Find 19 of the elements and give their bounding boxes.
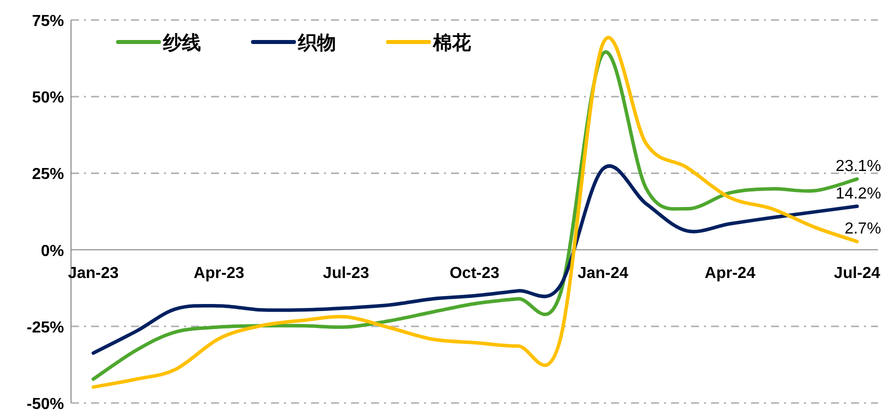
y-tick-label: 25% xyxy=(32,166,64,184)
x-tick-label: Apr-23 xyxy=(194,264,244,282)
y-tick-label: 75% xyxy=(32,13,64,30)
legend-label: 棉花 xyxy=(432,32,472,54)
legend-label: 织物 xyxy=(297,33,336,54)
data-label: 14.2% xyxy=(836,185,882,202)
y-tick-label: 0% xyxy=(40,242,64,260)
data-label: 2.7% xyxy=(844,220,882,238)
x-tick-label: Jul-24 xyxy=(834,264,880,282)
y-tick-label: 50% xyxy=(32,90,64,107)
x-tick-label: Jan-23 xyxy=(68,264,119,282)
y-tick-label: -50% xyxy=(26,396,64,413)
x-tick-label: Oct-23 xyxy=(450,264,500,282)
legend-label: 纱线 xyxy=(162,32,201,54)
data-label: 23.1% xyxy=(836,158,882,176)
x-tick-label: Jan-24 xyxy=(578,264,628,282)
y-tick-label: -25% xyxy=(26,319,64,336)
x-tick-label: Apr-24 xyxy=(704,264,756,282)
x-tick-label: Jul-23 xyxy=(322,264,370,282)
